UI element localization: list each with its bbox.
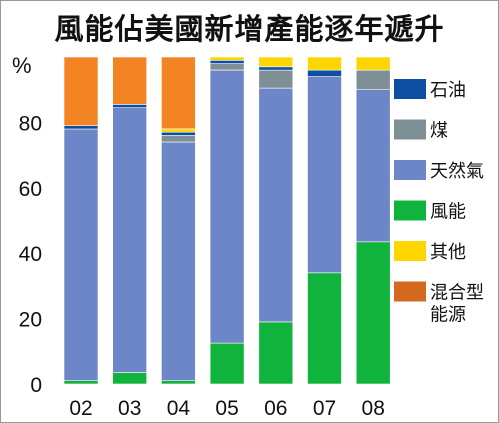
legend-swatch xyxy=(394,281,426,302)
bar-02-series-5 xyxy=(63,56,99,126)
legend-label: 天然氣 xyxy=(430,161,484,182)
legend-swatch xyxy=(394,160,426,180)
bar-03-series-1 xyxy=(112,107,147,373)
bar-05-series-2 xyxy=(209,63,245,71)
bar-08-series-2 xyxy=(355,69,391,90)
bar-07-series-4 xyxy=(307,56,342,71)
bars-group: 02 03 04 05 06 07 08 xyxy=(63,56,391,420)
bar-02-series-3 xyxy=(63,125,99,130)
legend-swatch xyxy=(394,241,426,261)
bar-03-series-5 xyxy=(112,56,147,105)
legend-swatch xyxy=(394,200,426,221)
bar-05-series-1 xyxy=(209,69,245,344)
bar-02-series-1 xyxy=(63,128,99,381)
bar-06-series-0 xyxy=(258,321,294,385)
bar-04-series-0 xyxy=(161,380,196,385)
y-tick-label: 0 xyxy=(30,374,42,397)
legend-label: 其他 xyxy=(430,242,466,263)
bar-07-series-0 xyxy=(307,272,342,385)
x-tick-label: 02 xyxy=(69,397,92,420)
y-tick-label: 80 xyxy=(19,112,42,135)
bar-07-series-1 xyxy=(307,76,342,274)
bar-05-series-3 xyxy=(209,59,245,64)
x-tick-label: 06 xyxy=(264,397,287,420)
legend-label: 煤 xyxy=(430,121,448,142)
legend-label: 風能 xyxy=(430,202,466,223)
bar-05-series-4 xyxy=(209,56,245,61)
y-tick-label: 20 xyxy=(19,309,42,332)
bar-06-series-2 xyxy=(258,69,294,89)
bar-06-series-1 xyxy=(258,87,294,323)
legend-label: 混合型 xyxy=(430,283,484,304)
bar-04-series-1 xyxy=(161,141,196,381)
bar-06-series-3 xyxy=(258,66,294,71)
bar-03-series-0 xyxy=(112,372,147,385)
axis-group: 0 20 40 60 80% xyxy=(12,53,42,397)
y-unit-label: % xyxy=(12,53,32,78)
bar-04-series-3 xyxy=(161,131,196,136)
bar-04-series-4 xyxy=(161,128,196,133)
y-tick-label: 40 xyxy=(19,243,42,266)
bar-06-series-4 xyxy=(258,56,294,68)
x-tick-label: 05 xyxy=(215,397,238,420)
bar-04-series-2 xyxy=(161,135,196,143)
bar-05-series-0 xyxy=(209,342,245,385)
legend-label: 石油 xyxy=(430,80,466,101)
legend-label: 能源 xyxy=(430,305,466,326)
bar-04-series-5 xyxy=(161,56,196,130)
y-tick-label: 60 xyxy=(19,178,42,201)
x-tick-label: 04 xyxy=(167,397,191,420)
bar-07-series-3 xyxy=(307,69,342,77)
chart-title: 風能佔美國新增產能逐年遞升 xyxy=(54,12,445,46)
x-tick-label: 07 xyxy=(313,397,336,420)
bar-02-series-0 xyxy=(63,380,99,385)
bar-08-series-4 xyxy=(355,56,391,71)
bar-03-series-3 xyxy=(112,104,147,109)
legend-swatch xyxy=(394,119,426,140)
x-tick-label: 03 xyxy=(118,397,141,420)
bar-08-series-1 xyxy=(355,89,391,243)
x-tick-label: 08 xyxy=(362,397,385,420)
bar-08-series-0 xyxy=(355,241,391,385)
legend-swatch xyxy=(394,79,426,99)
